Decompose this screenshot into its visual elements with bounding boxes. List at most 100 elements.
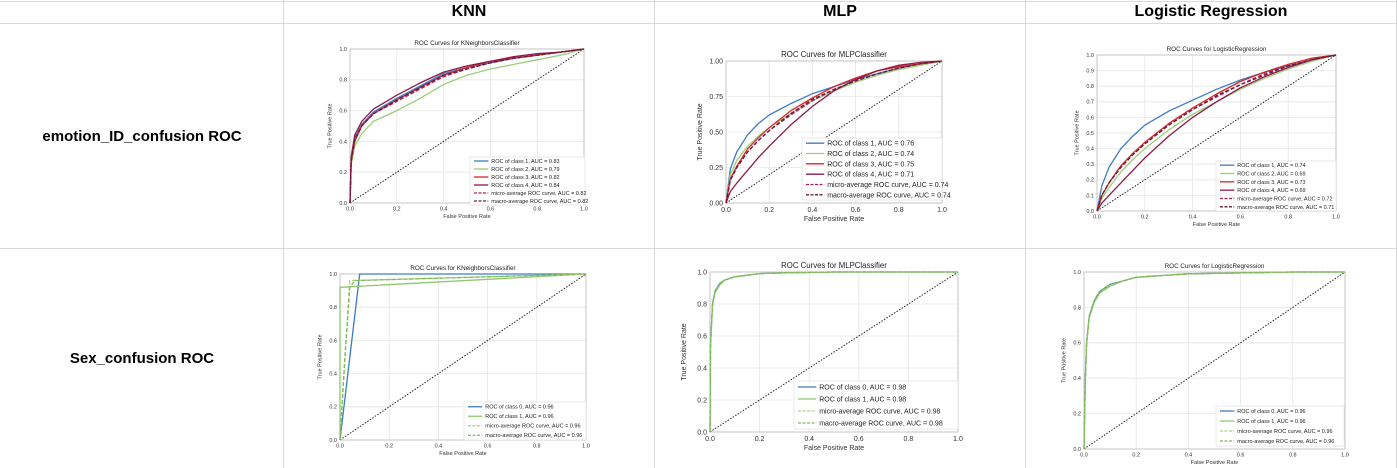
y-tick-label: 0.4 [1073, 376, 1081, 382]
col-header-logistic-regression: Logistic Regression [1134, 3, 1288, 20]
y-tick-label: 0.25 [709, 165, 723, 172]
roc-curve-series-3 [1096, 54, 1337, 212]
y-tick-label: 0.8 [1073, 305, 1081, 311]
legend-entry: macro-average ROC curve, AUC = 0.74 [827, 192, 951, 199]
legend-box [1215, 160, 1337, 212]
y-tick-label: 0.0 [339, 201, 347, 207]
legend-entry: ROC of class 3, AUC = 0.75 [827, 161, 914, 168]
legend-entry: micro-average ROC curve, AUC = 0.96 [485, 424, 580, 430]
y-tick-label: 0.00 [709, 200, 723, 207]
y-tick-label: 0.6 [697, 333, 707, 340]
x-axis-label: False Positive Rate [439, 451, 486, 457]
plot-frame [725, 60, 943, 204]
legend-entry: ROC of class 2, AUC = 0.79 [491, 167, 559, 173]
x-tick-label: 0.8 [533, 207, 541, 213]
legend-entry: micro-average ROC curve, AUC = 0.98 [819, 408, 940, 415]
y-tick-label: 1.0 [329, 272, 337, 278]
y-axis-label: True Positive Rate [1061, 338, 1067, 383]
row-label-emotion: emotion_ID_confusion ROC [42, 127, 242, 145]
legend-entry: micro-average ROC curve, AUC = 0.82 [491, 191, 586, 197]
roc-curve-series-2 [725, 60, 943, 204]
x-tick-label: 0.6 [1237, 453, 1245, 459]
x-tick-label: 0.2 [393, 207, 401, 213]
legend-entry: ROC of class 1, AUC = 0.74 [1237, 163, 1305, 169]
x-tick-label: 0.2 [1141, 215, 1149, 221]
diagonal-reference-line [339, 273, 587, 441]
y-tick-label: 0.6 [339, 109, 347, 115]
y-tick-label: 0.0 [697, 429, 707, 436]
y-tick-label: 0.5 [1086, 131, 1094, 137]
x-tick-label: 0.0 [336, 444, 344, 450]
table-border [283, 0, 284, 468]
x-axis-label: False Positive Rate [443, 214, 490, 220]
x-tick-label: 0.8 [904, 436, 914, 443]
roc-curve-series-3 [725, 60, 943, 204]
x-tick-label: 0.0 [705, 436, 715, 443]
y-tick-label: 0.4 [697, 365, 707, 372]
y-tick-label: 0.8 [339, 78, 347, 84]
roc-curve-series-1 [339, 273, 587, 440]
legend-entry: ROC of class 1, AUC = 0.76 [827, 141, 914, 148]
legend-entry: micro-average ROC curve, AUC = 0.72 [1237, 196, 1332, 202]
roc-chart-sex-mlp: 0.0 0.2 0.4 0.6 0.8 1.0 0.0 0.2 0.4 0.6 0.8 1.0 ROC … [681, 261, 963, 452]
y-tick-label: 0.4 [1086, 147, 1094, 153]
y-tick-label: 1.0 [1086, 53, 1094, 59]
diagonal-reference-line [725, 60, 943, 204]
y-tick-label: 0.1 [1086, 193, 1094, 199]
roc-curve-series-3 [349, 48, 585, 204]
legend-entry: ROC of class 4, AUC = 0.69 [1237, 188, 1305, 194]
legend-box [793, 380, 959, 430]
legend-entry: ROC of class 3, AUC = 0.82 [491, 175, 559, 181]
x-tick-label: 0.6 [851, 207, 861, 214]
roc-curve-series-2 [1096, 54, 1337, 212]
roc-chart-sex-knn: 0.0 0.2 0.4 0.6 0.8 1.0 0.0 0.2 0.4 0.6 0.8 1.0 ROC … [317, 265, 590, 457]
y-tick-label: 1.00 [709, 58, 723, 65]
chart-title: ROC Curves for KNeighborsClassifier [414, 40, 519, 47]
legend-entry: ROC of class 2, AUC = 0.74 [827, 151, 914, 158]
table-border [0, 1, 1397, 2]
x-tick-label: 0.8 [894, 207, 904, 214]
x-tick-label: 0.6 [854, 436, 864, 443]
legend-entry: ROC of class 0, AUC = 0.96 [485, 405, 553, 411]
x-tick-label: 0.4 [1185, 453, 1193, 459]
y-tick-label: 0.8 [329, 305, 337, 311]
y-tick-label: 0.2 [329, 405, 337, 411]
roc-curve-series-3 [339, 273, 587, 441]
diagonal-reference-line [709, 271, 959, 433]
chart-title: ROC Curves for MLPClassifier [781, 261, 887, 270]
legend-entry: ROC of class 0, AUC = 0.98 [819, 384, 906, 391]
y-tick-label: 0.9 [1086, 69, 1094, 75]
y-tick-label: 0.3 [1086, 162, 1094, 168]
roc-chart-sex-lr: 0.0 0.2 0.4 0.6 0.8 1.0 0.0 0.2 0.4 0.6 0.8 1.0 ROC … [1061, 263, 1349, 466]
y-tick-label: 1.0 [339, 47, 347, 53]
col-header-knn: KNN [451, 3, 487, 20]
x-tick-label: 0.8 [1284, 215, 1292, 221]
roc-curve-series-1 [349, 48, 585, 204]
y-tick-label: 0.75 [709, 94, 723, 101]
x-tick-label: 0.4 [804, 436, 814, 443]
legend-entry: ROC of class 2, AUC = 0.69 [1237, 171, 1305, 177]
y-axis-label: True Positive Rate [327, 103, 333, 148]
y-axis-label: True Positive Rate [681, 323, 688, 380]
y-tick-label: 0.4 [339, 139, 347, 145]
x-tick-label: 0.0 [721, 207, 731, 214]
chart-title: ROC Curves for KNeighborsClassifier [410, 265, 515, 272]
legend-entry: macro-average ROC curve, AUC = 0.96 [485, 433, 582, 439]
x-tick-label: 0.4 [1189, 215, 1197, 221]
roc-chart-emotion-knn: 0.0 0.2 0.4 0.6 0.8 1.0 0.0 0.2 0.4 0.6 0.8 1.0 ROC … [327, 40, 588, 220]
x-tick-label: 0.8 [533, 444, 541, 450]
legend-entry: ROC of class 1, AUC = 0.83 [491, 159, 559, 165]
chart-title: ROC Curves for LogisticRegression [1167, 46, 1267, 53]
x-tick-label: 0.6 [487, 207, 495, 213]
y-tick-label: 0.2 [1086, 178, 1094, 184]
legend-entry: ROC of class 1, AUC = 0.98 [819, 396, 906, 403]
x-axis-label: False Positive Rate [804, 445, 864, 452]
legend-box [801, 137, 943, 201]
legend-entry: ROC of class 4, AUC = 0.84 [491, 183, 559, 189]
x-tick-label: 0.2 [755, 436, 765, 443]
legend-box [469, 156, 586, 206]
table-border [0, 248, 1397, 249]
roc-curve-series-1 [1096, 54, 1337, 212]
x-tick-label: 0.0 [346, 207, 354, 213]
x-tick-label: 1.0 [580, 207, 588, 213]
